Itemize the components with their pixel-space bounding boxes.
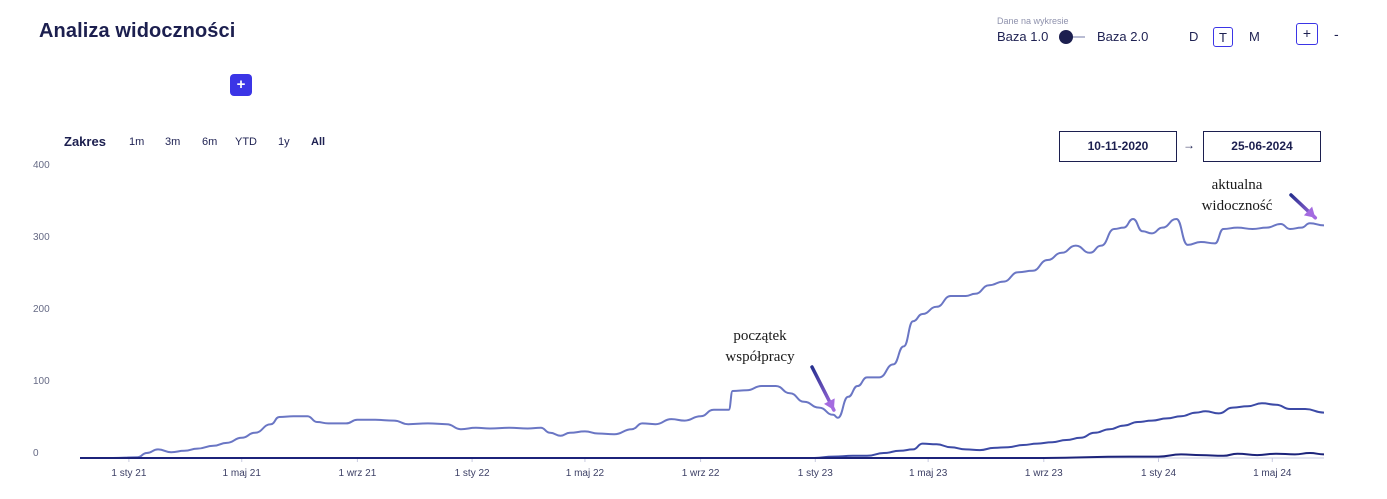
base-toggle-caption: Dane na wykresie [997,16,1069,26]
x-tick-label: 1 sty 23 [798,468,833,479]
date-range-arrow: → [1183,138,1195,152]
series-line-3 [79,452,1325,459]
annotation-text: aktualna [1212,177,1263,193]
annotation-arrowhead [823,398,835,411]
x-tick-label: 1 wrz 21 [338,468,376,479]
range-label: Zakres [64,134,106,149]
range-6m-button[interactable]: 6m [202,136,218,148]
annotation-arrowhead [1303,206,1316,218]
add-button[interactable]: + [230,74,252,96]
toggle-track [1065,36,1085,38]
base-2-label[interactable]: Baza 2.0 [1097,29,1149,44]
date-from-input[interactable]: 10-11-2020 [1059,131,1177,162]
range-1y-button[interactable]: 1y [278,136,290,148]
x-tick-label: 1 maj 21 [223,468,262,479]
range-ytd-button[interactable]: YTD [235,136,257,148]
x-tick-label: 1 sty 21 [111,468,146,479]
granularity-week-button[interactable]: T [1213,27,1233,47]
y-tick-label: 200 [33,304,50,315]
chart-series [79,218,1325,460]
y-tick-label: 400 [33,160,50,171]
y-axis: 0 100 200 300 400 [33,160,50,459]
date-to-input[interactable]: 25-06-2024 [1203,131,1321,162]
x-tick-label: 1 sty 24 [1141,468,1176,479]
page-title: Analiza widoczności [39,20,236,42]
zoom-out-button[interactable]: - [1334,26,1339,42]
series-line-1 [79,218,1325,459]
zoom-in-button[interactable]: + [1296,23,1318,45]
base-1-label[interactable]: Baza 1.0 [997,29,1049,44]
annotation-text: współpracy [725,349,795,365]
y-tick-label: 300 [33,232,50,243]
x-axis: 1 sty 21 1 maj 21 1 wrz 21 1 sty 22 1 maj 22… [111,458,1292,479]
granularity-day-button[interactable]: D [1189,29,1199,44]
x-tick-label: 1 maj 22 [566,468,605,479]
x-tick-label: 1 wrz 22 [682,468,720,479]
y-tick-label: 100 [33,376,50,387]
toggle-knob[interactable] [1059,30,1073,44]
base-toggle-switch[interactable] [1057,30,1087,44]
x-tick-label: 1 sty 22 [455,468,490,479]
y-tick-label: 0 [33,448,39,459]
range-all-button[interactable]: All [311,136,326,148]
series-line-2 [79,402,1325,460]
x-tick-label: 1 maj 24 [1253,468,1292,479]
range-3m-button[interactable]: 3m [165,136,181,148]
x-tick-label: 1 maj 23 [909,468,948,479]
x-tick-label: 1 wrz 23 [1025,468,1063,479]
range-1m-button[interactable]: 1m [129,136,145,148]
annotation-text: początek [733,328,787,344]
annotation-text: widoczność [1202,198,1273,214]
granularity-month-button[interactable]: M [1249,29,1260,44]
chart-annotations: początek współpracy aktualna widoczność [725,177,1318,412]
